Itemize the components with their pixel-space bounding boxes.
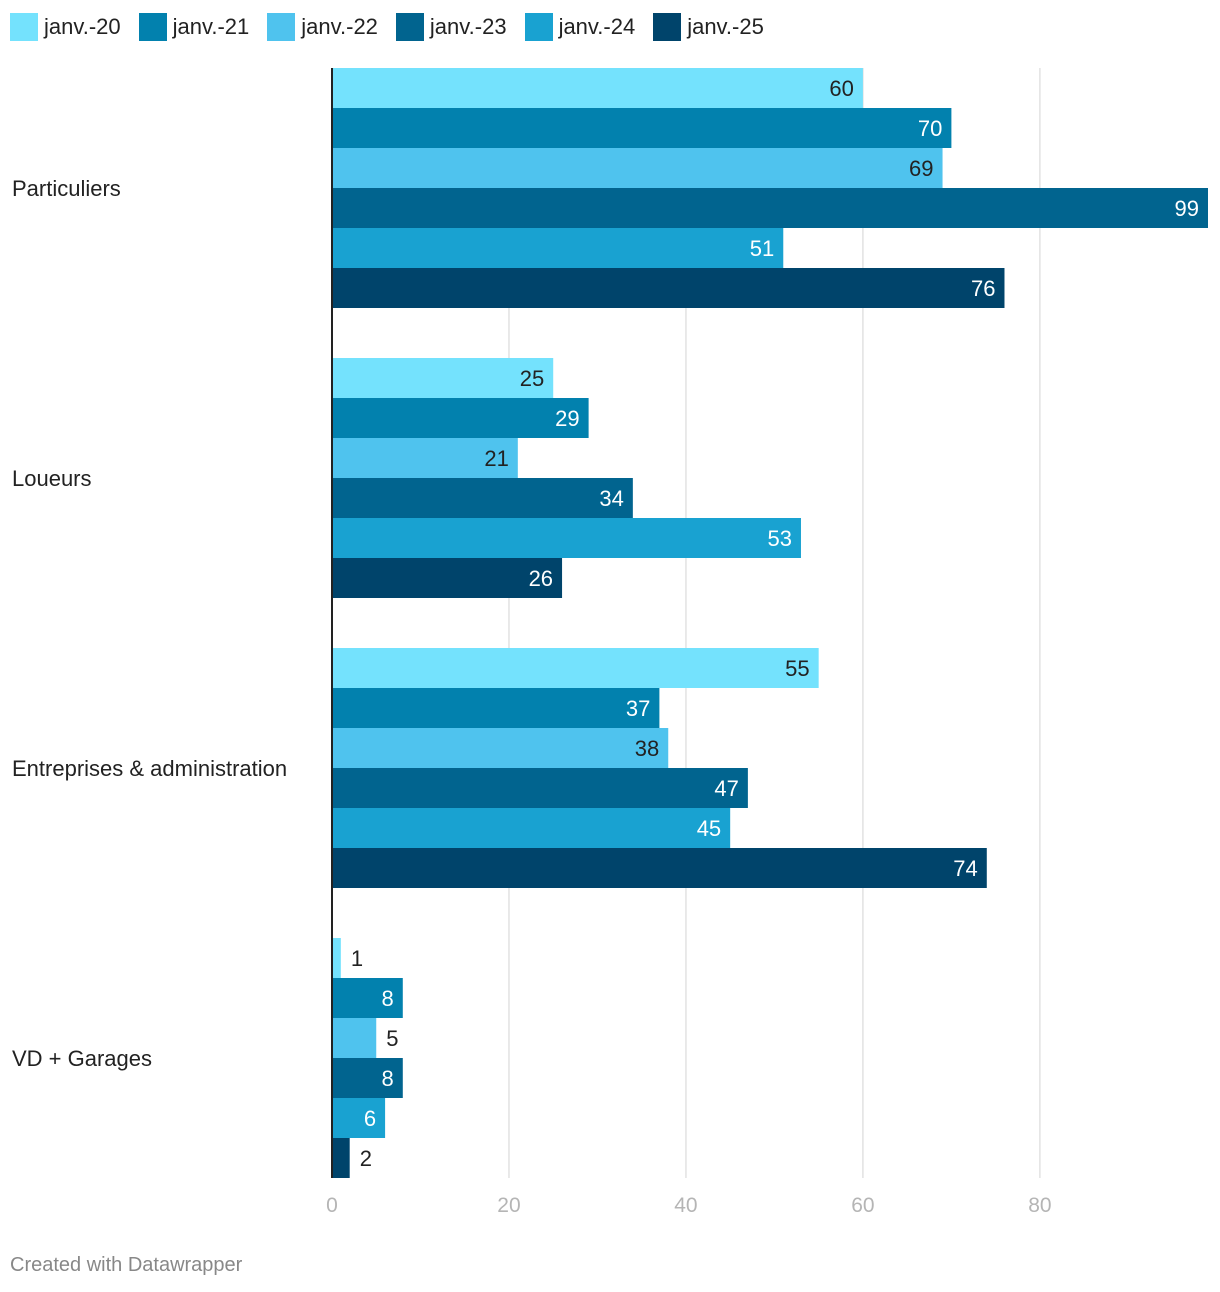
bar-value-label: 60: [829, 76, 853, 101]
legend-label: janv.-21: [172, 14, 250, 39]
bar-value-label: 55: [785, 656, 809, 681]
bar-value-label: 74: [953, 856, 977, 881]
bar-value-label: 34: [599, 486, 623, 511]
x-tick-label: 0: [326, 1194, 338, 1217]
legend-label: janv.-24: [558, 14, 636, 39]
bar: [332, 938, 341, 978]
category-label: VD + Garages: [12, 1046, 152, 1071]
legend-item: janv.-23: [395, 13, 507, 41]
category-label: Particuliers: [12, 176, 121, 201]
bar-value-label: 2: [360, 1146, 372, 1171]
bar-value-label: 51: [750, 236, 774, 261]
legend-item: janv.-24: [524, 13, 636, 41]
bar-value-label: 29: [555, 406, 579, 431]
bar-value-label: 5: [386, 1026, 398, 1051]
bar: [332, 728, 669, 768]
x-tick-label: 80: [1028, 1194, 1051, 1217]
bar: [332, 808, 731, 848]
legend-item: janv.-22: [267, 13, 378, 41]
bar-value-label: 21: [484, 446, 508, 471]
legend-label: janv.-23: [429, 14, 507, 39]
chart-legend: janv.-20 janv.-21 janv.-22 janv.-23 janv.-24…: [10, 12, 782, 42]
bar-value-label: 37: [626, 696, 650, 721]
credit-footer: Created with Datawrapper: [10, 1254, 243, 1276]
bar-value-label: 53: [767, 526, 791, 551]
bar: [332, 68, 863, 108]
bar: [332, 268, 1005, 308]
x-tick-label: 60: [851, 1194, 874, 1217]
bar: [332, 978, 403, 1018]
bar: [332, 228, 784, 268]
x-tick-label: 40: [674, 1194, 697, 1217]
bar: [332, 848, 987, 888]
bar-value-label: 99: [1175, 196, 1199, 221]
bar-value-label: 70: [918, 116, 942, 141]
x-tick-label: 20: [497, 1194, 520, 1217]
legend-label: janv.-22: [301, 14, 378, 39]
bar-value-label: 38: [635, 736, 659, 761]
legend-swatch: [395, 13, 424, 41]
bar-value-label: 8: [382, 1066, 394, 1091]
bar: [332, 1098, 386, 1138]
bar: [332, 518, 801, 558]
category-label: Entreprises & administration: [12, 756, 287, 781]
legend-swatch: [267, 13, 296, 41]
bar: [332, 648, 819, 688]
bar: [332, 558, 563, 598]
bar-value-label: 8: [382, 986, 394, 1011]
bar: [332, 438, 518, 478]
legend-label: janv.-25: [687, 14, 764, 39]
legend-swatch: [138, 13, 167, 41]
legend-swatch: [653, 13, 682, 41]
bar: [332, 358, 554, 398]
bar-value-label: 25: [520, 366, 544, 391]
legend-item: janv.-25: [653, 13, 764, 41]
bar: [332, 148, 943, 188]
bar-value-label: 26: [529, 566, 553, 591]
category-label: Loueurs: [12, 466, 92, 491]
bar-chart: 0 20 40 60 80Particuliers607069995176Loueurs…: [12, 68, 1208, 1217]
legend-item: janv.-20: [10, 13, 121, 41]
bar: [332, 1058, 403, 1098]
bar: [332, 188, 1208, 228]
legend-swatch: [10, 13, 38, 41]
legend-item: janv.-21: [138, 13, 250, 41]
bar: [332, 478, 633, 518]
bar: [332, 1018, 377, 1058]
legend-label: janv.-20: [44, 14, 121, 39]
bar: [332, 768, 748, 808]
bar: [332, 1138, 350, 1178]
bar-value-label: 76: [971, 276, 995, 301]
bar: [332, 398, 589, 438]
bar: [332, 688, 660, 728]
bar-value-label: 1: [351, 946, 363, 971]
bar-value-label: 69: [909, 156, 933, 181]
bar: [332, 108, 952, 148]
bar-value-label: 45: [697, 816, 721, 841]
legend-swatch: [524, 13, 553, 41]
bar-value-label: 47: [714, 776, 738, 801]
bar-value-label: 6: [364, 1106, 376, 1131]
